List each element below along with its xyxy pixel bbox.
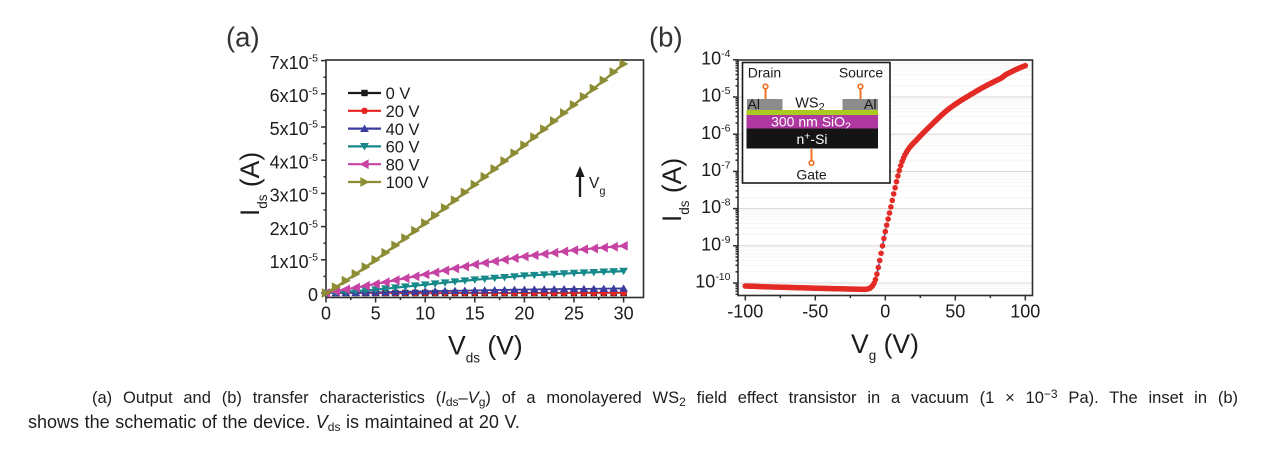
svg-text:n+-Si: n+-Si bbox=[796, 130, 827, 147]
svg-text:Source: Source bbox=[839, 65, 884, 81]
svg-text:-50: -50 bbox=[802, 302, 828, 322]
svg-text:4x10-5: 4x10-5 bbox=[270, 152, 319, 173]
svg-text:Gate: Gate bbox=[796, 167, 827, 183]
svg-text:10-8: 10-8 bbox=[701, 197, 731, 218]
svg-text:50: 50 bbox=[945, 302, 965, 322]
svg-text:10-6: 10-6 bbox=[701, 122, 731, 143]
svg-text:20 V: 20 V bbox=[386, 103, 420, 121]
svg-text:Al: Al bbox=[864, 96, 876, 112]
svg-text:60 V: 60 V bbox=[386, 139, 420, 157]
svg-text:40 V: 40 V bbox=[386, 121, 420, 139]
svg-text:10-10: 10-10 bbox=[695, 271, 730, 292]
svg-text:0: 0 bbox=[880, 302, 890, 322]
svg-text:30: 30 bbox=[614, 304, 634, 324]
svg-text:6x10-5: 6x10-5 bbox=[270, 86, 319, 107]
svg-text:2x10-5: 2x10-5 bbox=[270, 218, 319, 239]
svg-text:5x10-5: 5x10-5 bbox=[270, 119, 319, 140]
svg-text:1x10-5: 1x10-5 bbox=[270, 252, 319, 273]
svg-text:80 V: 80 V bbox=[386, 156, 420, 174]
svg-text:10-9: 10-9 bbox=[701, 234, 731, 255]
svg-text:Vds (V): Vds (V) bbox=[448, 331, 523, 366]
svg-text:Ids (A): Ids (A) bbox=[657, 158, 692, 222]
svg-text:0: 0 bbox=[321, 304, 331, 324]
svg-text:(a): (a) bbox=[226, 22, 260, 53]
svg-text:Vg (V): Vg (V) bbox=[851, 329, 919, 363]
svg-text:10-4: 10-4 bbox=[701, 48, 731, 69]
svg-text:0: 0 bbox=[308, 285, 318, 305]
svg-text:300 nm SiO2: 300 nm SiO2 bbox=[771, 114, 851, 133]
svg-text:15: 15 bbox=[465, 304, 485, 324]
svg-text:10-5: 10-5 bbox=[701, 85, 731, 106]
svg-text:-100: -100 bbox=[727, 302, 763, 322]
svg-text:Drain: Drain bbox=[748, 65, 781, 81]
svg-text:3x10-5: 3x10-5 bbox=[270, 185, 319, 206]
svg-text:WS2: WS2 bbox=[795, 96, 824, 114]
svg-text:10: 10 bbox=[415, 304, 435, 324]
svg-text:10-7: 10-7 bbox=[701, 160, 731, 181]
svg-text:Ids (A): Ids (A) bbox=[235, 152, 270, 216]
svg-text:100 V: 100 V bbox=[386, 174, 429, 192]
svg-text:(b): (b) bbox=[649, 22, 683, 53]
svg-text:100: 100 bbox=[1010, 302, 1040, 322]
svg-text:7x10-5: 7x10-5 bbox=[270, 52, 319, 73]
svg-text:25: 25 bbox=[564, 304, 584, 324]
svg-text:0 V: 0 V bbox=[386, 85, 411, 103]
svg-text:20: 20 bbox=[514, 304, 534, 324]
svg-text:Al: Al bbox=[748, 96, 760, 112]
svg-text:5: 5 bbox=[371, 304, 381, 324]
